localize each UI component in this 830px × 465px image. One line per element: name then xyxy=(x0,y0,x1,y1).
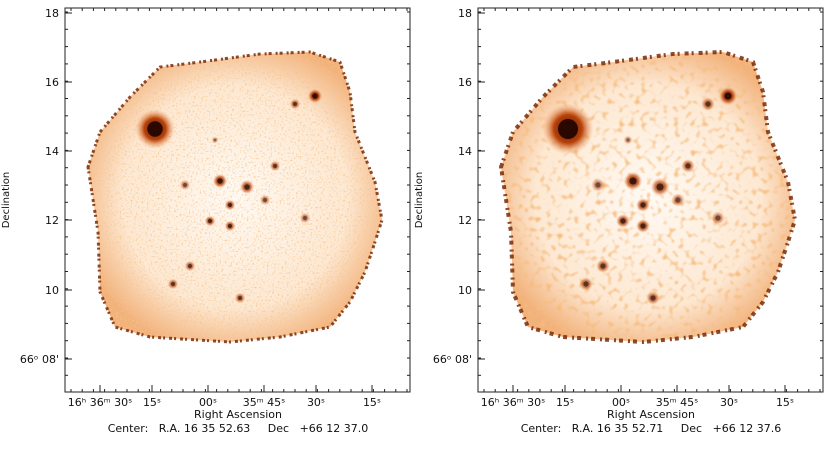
y-tick-label: 12 xyxy=(45,214,59,227)
source-core xyxy=(629,177,637,185)
source xyxy=(623,135,633,145)
y-tick-label: 12 xyxy=(458,214,472,227)
source-core xyxy=(557,118,579,140)
source-core xyxy=(640,202,646,208)
x-axis-label: Right Ascension xyxy=(607,408,695,421)
source-core xyxy=(595,182,601,188)
image-edge xyxy=(498,49,798,345)
center-info: Center: R.A. 16 35 52.71 Dec +66 12 37.6 xyxy=(521,422,782,435)
panel: 18 16 14 12 10 66ᵒ 08' 16ʰ 36ᵐ 30ˢ 15ˢ 00ˢ 35ᵐ 45… xyxy=(1,7,411,435)
y-tick-label: 66ᵒ 08' xyxy=(433,353,472,366)
center-info: Center: R.A. 16 35 52.63 Dec +66 12 37.0 xyxy=(108,422,369,435)
y-tick-label: 16 xyxy=(45,76,59,89)
source-core xyxy=(187,263,193,269)
source-core xyxy=(705,101,711,107)
source-core xyxy=(656,183,664,191)
source-core xyxy=(685,163,691,169)
x-tick-label: 15ˢ xyxy=(363,396,381,409)
y-tick-label: 10 xyxy=(45,284,59,297)
x-tick-label: 15ˢ xyxy=(776,396,794,409)
source-core xyxy=(302,215,308,221)
source-core xyxy=(620,218,626,224)
source-core xyxy=(227,202,233,208)
y-tick-label: 14 xyxy=(458,145,472,158)
panel: 18 16 14 12 10 66ᵒ 08' 16ʰ 36ᵐ 30ˢ 15ˢ 00ˢ 35ᵐ 45… xyxy=(414,7,824,435)
frame xyxy=(477,7,824,393)
source-core xyxy=(715,215,721,221)
source xyxy=(211,136,219,144)
x-tick-label: 15ˢ xyxy=(556,396,574,409)
source-core xyxy=(650,295,656,301)
x-tick-label: 35ᵐ 45ˢ xyxy=(243,396,285,409)
x-tick-label: 16ʰ 36ᵐ 30ˢ xyxy=(481,396,545,409)
source-core xyxy=(640,223,646,229)
source-core xyxy=(147,121,163,137)
source-core xyxy=(724,92,732,100)
source-core xyxy=(600,263,606,269)
source-core xyxy=(170,281,176,287)
y-axis-label: Declination xyxy=(414,172,425,229)
x-tick-label: 00ˢ xyxy=(612,396,630,409)
source-core xyxy=(213,138,217,142)
y-tick-label: 10 xyxy=(458,284,472,297)
image-noise xyxy=(501,52,795,342)
y-tick-label: 18 xyxy=(458,7,472,20)
source-core xyxy=(292,101,298,107)
frame xyxy=(64,7,411,393)
image-noise xyxy=(88,52,382,342)
x-tick-label: 35ᵐ 45ˢ xyxy=(656,396,698,409)
source-core xyxy=(626,138,630,142)
source-core xyxy=(217,178,223,184)
source-core xyxy=(583,281,589,287)
y-tick-label: 66ᵒ 08' xyxy=(20,353,59,366)
x-tick-label: 00ˢ xyxy=(199,396,217,409)
source-core xyxy=(182,182,188,188)
image-edge xyxy=(86,50,384,344)
source-core xyxy=(312,93,318,99)
x-tick-label: 16ʰ 36ᵐ 30ˢ xyxy=(68,396,132,409)
x-axis-label: Right Ascension xyxy=(194,408,282,421)
y-axis-label: Declination xyxy=(1,172,12,229)
source-core xyxy=(262,197,268,203)
source-core xyxy=(675,197,681,203)
x-tick-label: 30ˢ xyxy=(307,396,325,409)
source-core xyxy=(237,295,243,301)
y-tick-label: 18 xyxy=(45,7,59,20)
source-core xyxy=(227,223,233,229)
source-core xyxy=(244,184,250,190)
y-tick-label: 16 xyxy=(458,76,472,89)
source-core xyxy=(272,163,278,169)
x-tick-label: 15ˢ xyxy=(143,396,161,409)
y-tick-label: 14 xyxy=(45,145,59,158)
source-core xyxy=(207,218,213,224)
x-tick-label: 30ˢ xyxy=(720,396,738,409)
